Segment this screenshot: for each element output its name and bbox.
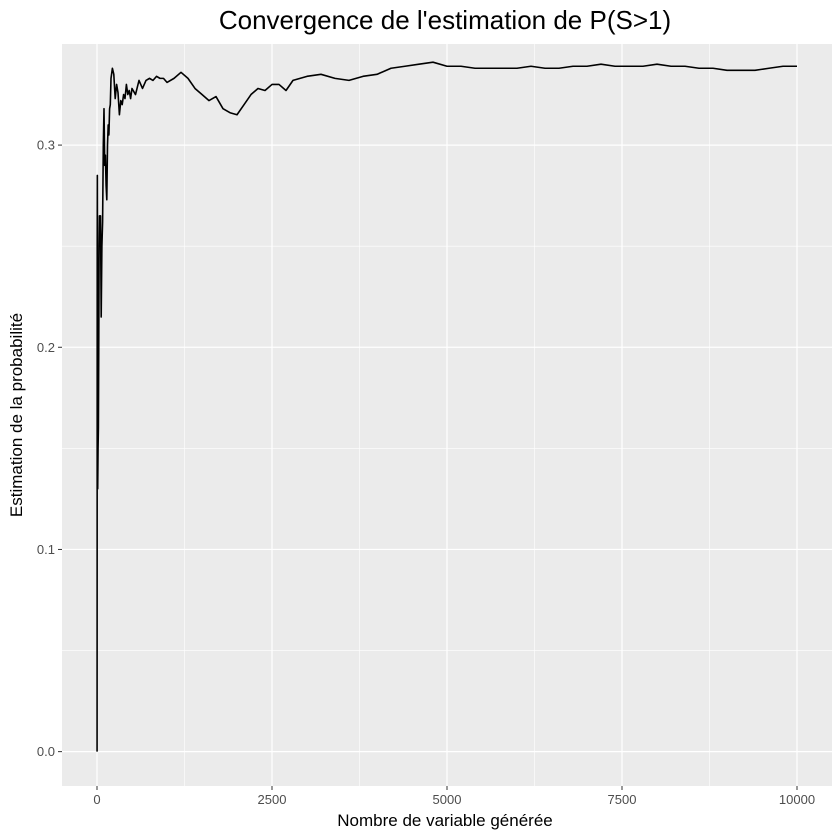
y-axis-title: Estimation de la probabilité — [7, 313, 26, 517]
x-tick-label: 5000 — [433, 792, 462, 807]
x-tick-label: 2500 — [258, 792, 287, 807]
y-axis: 0.0 0.1 0.2 0.3 — [37, 138, 62, 759]
y-tick-label: 0.2 — [37, 340, 55, 355]
x-tick-label: 7500 — [608, 792, 637, 807]
y-tick-label: 0.1 — [37, 542, 55, 557]
y-tick-label: 0.3 — [37, 138, 55, 153]
x-axis-title: Nombre de variable générée — [337, 811, 552, 830]
x-tick-label: 0 — [93, 792, 100, 807]
series-layer — [96, 61, 797, 752]
y-tick-label: 0.0 — [37, 744, 55, 759]
series-line — [96, 61, 797, 752]
x-tick-label: 10000 — [779, 792, 815, 807]
x-axis: 0 2500 5000 7500 10000 — [93, 786, 815, 807]
chart-title: Convergence de l'estimation de P(S>1) — [219, 5, 671, 35]
